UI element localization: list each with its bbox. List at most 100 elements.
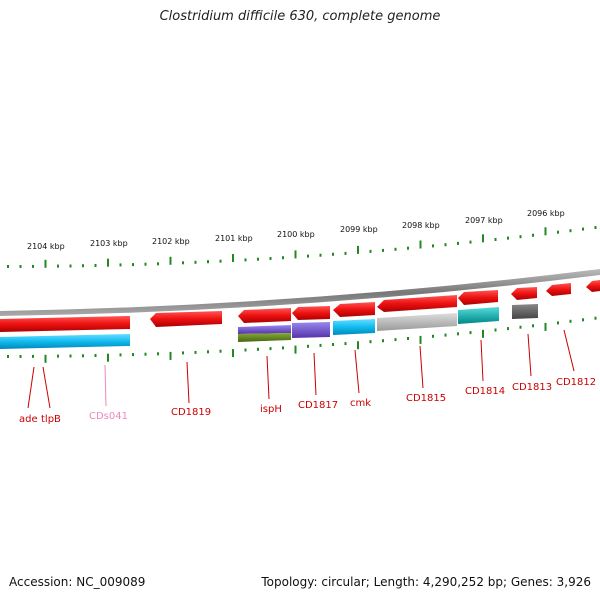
minor-tick bbox=[82, 354, 84, 358]
scale-labels: 2104 kbp 2103 kbp 2102 kbp 2101 kbp 2100… bbox=[27, 209, 565, 251]
gene-ispH[interactable] bbox=[238, 308, 291, 323]
label-ispH[interactable]: ispH bbox=[260, 404, 282, 415]
gene-CD1819[interactable] bbox=[150, 311, 222, 327]
gene-tlpB[interactable] bbox=[0, 334, 130, 349]
minor-tick bbox=[244, 348, 247, 352]
gene-CD1817[interactable] bbox=[292, 306, 330, 320]
minor-tick bbox=[557, 230, 559, 234]
leader-CD1819 bbox=[186, 361, 190, 404]
minor-tick bbox=[282, 256, 284, 260]
minor-tick bbox=[94, 354, 97, 357]
gene-CD1817-lower[interactable] bbox=[292, 322, 330, 338]
minor-tick bbox=[382, 248, 384, 252]
minor-tick bbox=[444, 243, 447, 247]
gene-ispH-lower-olive[interactable] bbox=[238, 333, 291, 342]
minor-tick bbox=[269, 257, 272, 260]
scale-label-2100: 2100 kbp bbox=[277, 230, 315, 239]
major-tick bbox=[357, 341, 359, 350]
minor-tick bbox=[457, 332, 459, 336]
gene-edge[interactable] bbox=[586, 280, 600, 292]
leader-CD1815 bbox=[419, 345, 424, 389]
minor-tick bbox=[532, 233, 534, 237]
gene-ispH-lower-purple[interactable] bbox=[238, 325, 291, 334]
gene-CD1813[interactable] bbox=[511, 287, 537, 300]
major-tick bbox=[357, 245, 359, 254]
minor-tick bbox=[369, 249, 372, 253]
minor-tick bbox=[207, 260, 209, 264]
minor-tick bbox=[7, 265, 9, 268]
gene-CD1815[interactable] bbox=[377, 295, 457, 312]
major-tick bbox=[169, 256, 172, 265]
minor-tick bbox=[469, 331, 472, 335]
gene-CD1815-lower[interactable] bbox=[377, 313, 457, 331]
minor-tick bbox=[319, 253, 322, 257]
minor-tick bbox=[32, 264, 34, 268]
minor-tick bbox=[182, 351, 184, 355]
minor-tick bbox=[69, 264, 72, 268]
major-tick bbox=[44, 259, 47, 268]
major-tick bbox=[294, 345, 297, 354]
minor-tick bbox=[582, 227, 584, 231]
label-CD1817[interactable]: CD1817 bbox=[298, 400, 338, 411]
minor-tick bbox=[7, 355, 9, 358]
leader-ade bbox=[27, 366, 35, 409]
minor-tick bbox=[144, 352, 147, 356]
minor-tick bbox=[569, 319, 572, 323]
scale-label-2104: 2104 kbp bbox=[27, 242, 65, 251]
genome-backbone bbox=[0, 269, 600, 316]
gene-CD1814[interactable] bbox=[458, 290, 498, 305]
label-CD1812[interactable]: CD1812 bbox=[556, 377, 596, 388]
reverse-strand-genes bbox=[0, 304, 538, 349]
major-tick bbox=[482, 329, 484, 338]
minor-tick bbox=[507, 327, 509, 331]
major-tick bbox=[544, 227, 547, 236]
minor-tick bbox=[32, 354, 34, 358]
gene-cmk[interactable] bbox=[333, 302, 375, 317]
scale-label-2099: 2099 kbp bbox=[340, 225, 378, 234]
accession-text: Accession: NC_009089 bbox=[9, 575, 146, 589]
label-leader-lines bbox=[27, 329, 575, 409]
minor-tick bbox=[519, 325, 522, 329]
minor-tick bbox=[257, 257, 259, 261]
minor-tick bbox=[219, 259, 222, 263]
minor-tick bbox=[594, 226, 597, 229]
label-cmk[interactable]: cmk bbox=[350, 398, 371, 409]
minor-tick bbox=[307, 254, 309, 258]
scale-label-2102: 2102 kbp bbox=[152, 237, 190, 246]
label-CD1819[interactable]: CD1819 bbox=[171, 407, 211, 418]
leader-CD1817 bbox=[313, 352, 317, 396]
minor-tick bbox=[119, 263, 122, 267]
minor-tick bbox=[57, 354, 59, 358]
label-CD1814[interactable]: CD1814 bbox=[465, 386, 505, 397]
minor-tick bbox=[344, 251, 347, 255]
minor-tick bbox=[557, 321, 559, 325]
minor-tick bbox=[457, 241, 459, 245]
minor-tick bbox=[332, 252, 334, 256]
label-CD1813[interactable]: CD1813 bbox=[512, 382, 552, 393]
forward-strand-genes bbox=[0, 280, 600, 332]
minor-tick bbox=[532, 324, 534, 328]
leader-CD1814 bbox=[480, 339, 484, 382]
label-ade[interactable]: ade bbox=[19, 414, 38, 425]
label-CDs041[interactable]: CDs041 bbox=[89, 411, 128, 422]
minor-tick bbox=[444, 333, 447, 337]
minor-tick bbox=[157, 352, 159, 356]
leader-CDs041 bbox=[104, 364, 107, 407]
label-CD1815[interactable]: CD1815 bbox=[406, 393, 446, 404]
gene-CD1814-lower[interactable] bbox=[458, 307, 499, 324]
minor-tick bbox=[394, 338, 397, 342]
major-tick bbox=[232, 254, 234, 262]
minor-tick bbox=[469, 240, 472, 244]
minor-tick bbox=[494, 328, 497, 332]
minor-tick bbox=[382, 339, 384, 343]
gene-CD1812[interactable] bbox=[546, 283, 571, 296]
gene-CD1813-lower[interactable] bbox=[512, 304, 538, 319]
minor-tick bbox=[219, 349, 222, 353]
gene-cmk-lower[interactable] bbox=[333, 319, 375, 335]
major-tick bbox=[419, 335, 422, 344]
leader-CD1813 bbox=[527, 333, 532, 377]
gene-ade[interactable] bbox=[0, 316, 130, 332]
label-tlpB[interactable]: tlpB bbox=[41, 414, 61, 425]
minor-tick bbox=[194, 260, 197, 264]
